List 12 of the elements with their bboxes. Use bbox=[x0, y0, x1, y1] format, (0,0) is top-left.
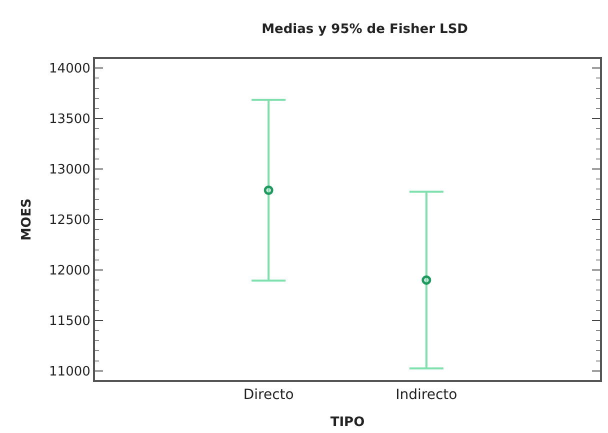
y-axis-title: MOES bbox=[19, 198, 34, 241]
x-axis-title: TIPO bbox=[330, 414, 365, 430]
x-tick-label: Directo bbox=[243, 386, 294, 403]
y-tick-label: 11000 bbox=[49, 364, 90, 380]
y-tick-label: 11500 bbox=[49, 314, 90, 329]
y-tick-label: 14000 bbox=[49, 62, 90, 77]
y-tick-label: 13000 bbox=[49, 162, 90, 178]
x-tick-label: Indirecto bbox=[396, 386, 458, 403]
y-tick-label: 13500 bbox=[49, 112, 90, 128]
y-tick-label: 12500 bbox=[49, 213, 90, 228]
chart-title: Medias y 95% de Fisher LSD bbox=[262, 22, 468, 37]
y-tick-label: 12000 bbox=[49, 264, 90, 279]
